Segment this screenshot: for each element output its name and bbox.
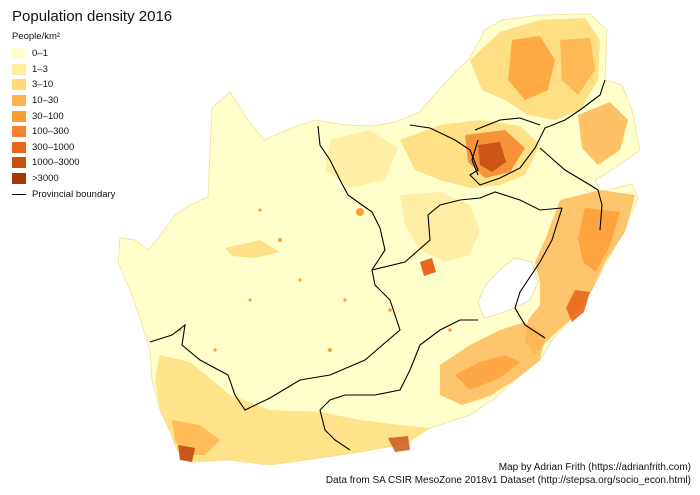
legend-label: 1000–3000: [32, 157, 80, 169]
legend-swatch: [12, 157, 26, 169]
legend-swatch: [12, 141, 26, 153]
legend-swatch: [12, 126, 26, 138]
legend-label: 0–1: [32, 48, 48, 60]
legend-row: 10–30: [12, 93, 115, 109]
credit-author: Map by Adrian Frith (https://adrianfrith…: [498, 462, 691, 473]
legend-heading: People/km²: [12, 31, 61, 42]
legend-swatch: [12, 48, 26, 60]
legend-label: 1–3: [32, 63, 48, 75]
legend-swatch: [12, 95, 26, 107]
legend-swatch: [12, 63, 26, 75]
legend-swatch: [12, 173, 26, 185]
legend-row: 300–1000: [12, 140, 115, 156]
legend-swatch: [12, 79, 26, 91]
legend-row: 100–300: [12, 124, 115, 140]
boundary-line-swatch: [12, 193, 26, 195]
legend-label: >3000: [32, 173, 59, 185]
legend-row: 30–100: [12, 108, 115, 124]
legend-label: 100–300: [32, 126, 69, 138]
legend-label: 30–100: [32, 110, 64, 122]
legend-label: 3–10: [32, 79, 54, 91]
provincial-boundaries: [149, 79, 606, 451]
legend-row: 1–3: [12, 62, 115, 78]
map-legend: People/km² 0–1 1–3 3–10 10–30 30–100 100–300 3…: [12, 31, 115, 202]
legend-boundary-row: Provincial boundary: [12, 186, 115, 202]
credit-data-source: Data from SA CSIR MesoZone 2018v1 Datase…: [325, 474, 691, 486]
legend-row: >3000: [12, 171, 115, 187]
map-credits: Map by Adrian Frith (https://adrianfrith…: [326, 462, 691, 487]
lesotho-enclave: [477, 257, 539, 319]
legend-row: 0–1: [12, 46, 115, 62]
legend-row: 3–10: [12, 77, 115, 93]
legend-label: 10–30: [32, 95, 59, 107]
legend-swatch: [12, 110, 26, 122]
legend-classes: 0–1 1–3 3–10 10–30 30–100 100–300 300–1000 1000…: [12, 46, 115, 186]
density-layer: [155, 18, 635, 465]
legend-row: 1000–3000: [12, 155, 115, 171]
legend-label: 300–1000: [32, 141, 75, 153]
legend-boundary-label: Provincial boundary: [32, 188, 116, 200]
map-title: Population density 2016: [12, 8, 173, 25]
